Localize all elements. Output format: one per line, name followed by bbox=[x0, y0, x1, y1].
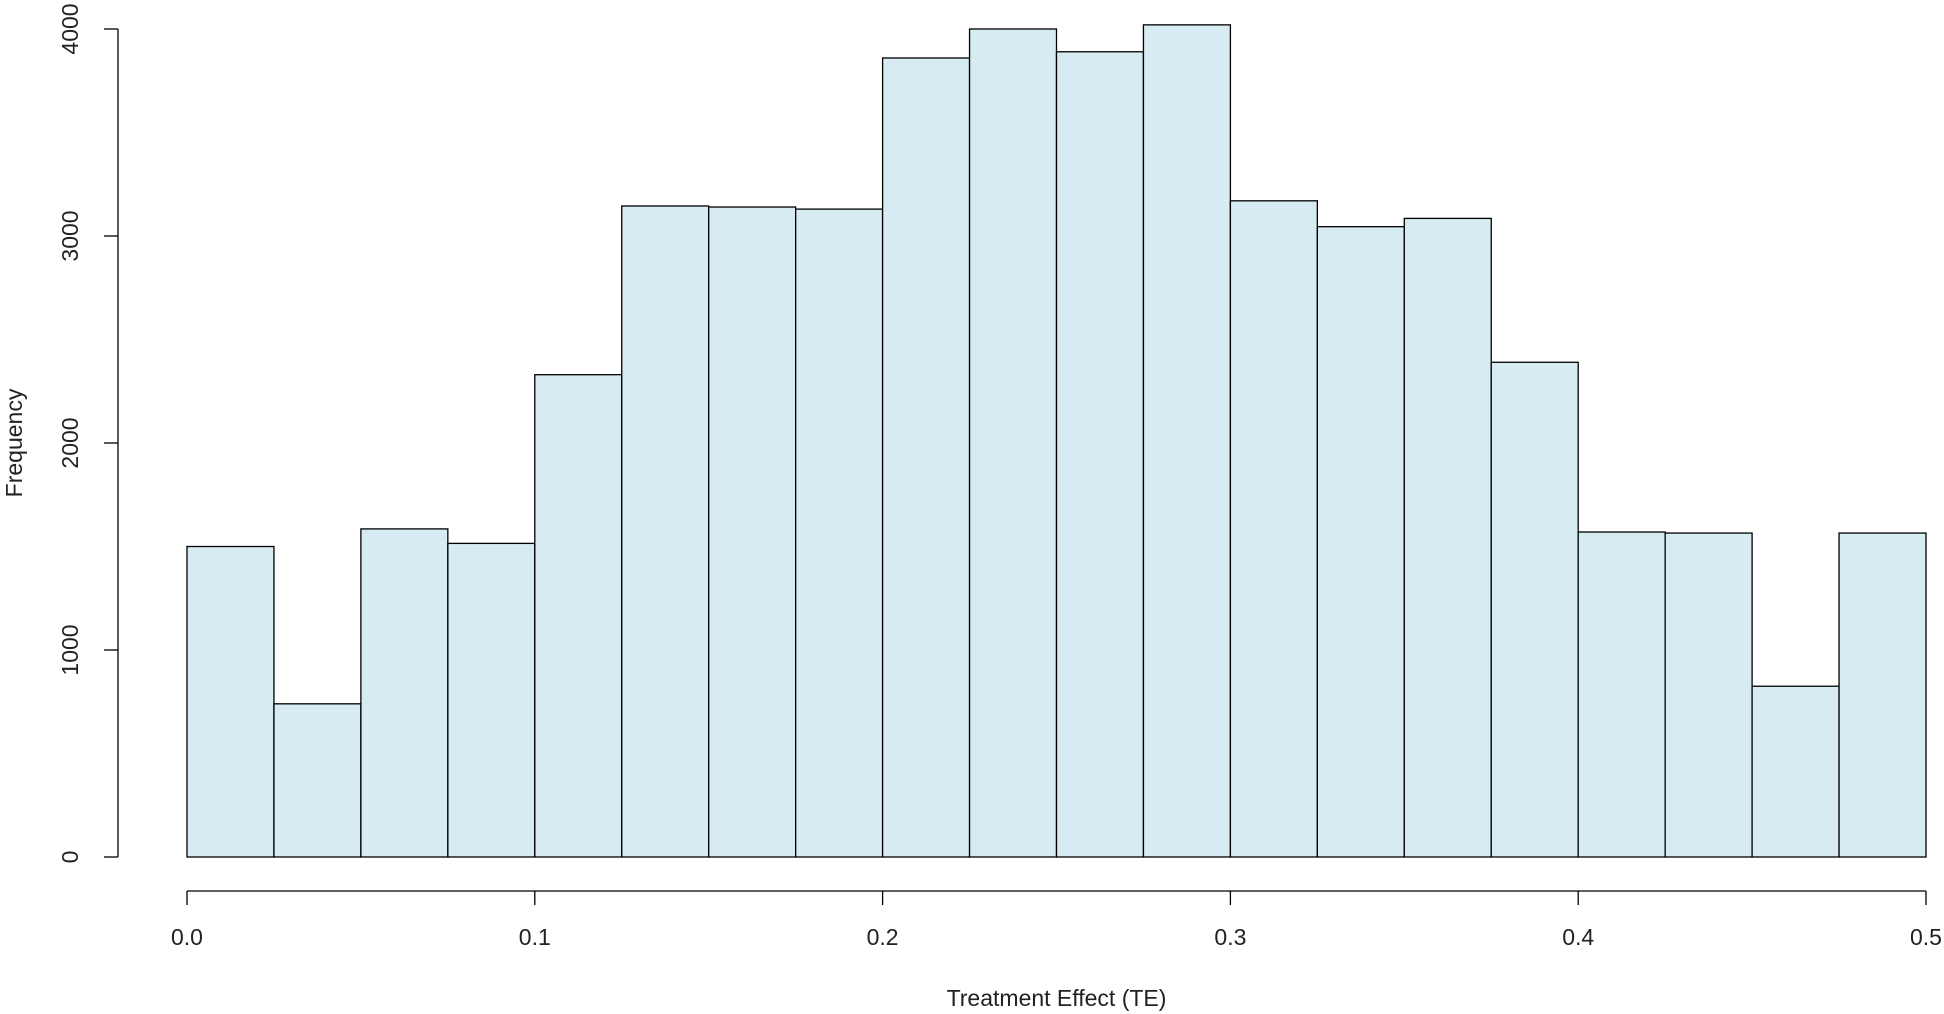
y-tick-label: 3000 bbox=[57, 210, 83, 261]
histogram-bar bbox=[1664, 532, 1753, 858]
histogram-bar bbox=[1838, 532, 1927, 858]
histogram-bar bbox=[1577, 531, 1666, 858]
x-tick-label: 0.2 bbox=[867, 924, 899, 950]
histogram-bar bbox=[186, 545, 275, 858]
histogram-bar bbox=[447, 542, 536, 858]
x-tick-label: 0.5 bbox=[1910, 924, 1942, 950]
y-tick-label: 2000 bbox=[57, 417, 83, 468]
histogram-bar bbox=[1316, 226, 1405, 858]
histogram-bar bbox=[1490, 361, 1579, 858]
y-tick-label: 1000 bbox=[57, 624, 83, 675]
histogram-bar bbox=[795, 208, 884, 858]
x-axis: 0.0 0.1 0.2 0.3 0.4 0.5 bbox=[171, 890, 1942, 950]
histogram-bar bbox=[1229, 200, 1319, 858]
histogram-bar bbox=[1751, 685, 1840, 858]
y-tick-label: 4000 bbox=[57, 3, 83, 54]
x-tick-label: 0.4 bbox=[1562, 924, 1594, 950]
histogram-bar bbox=[968, 28, 1058, 858]
y-axis-title: Frequency bbox=[1, 388, 27, 497]
bars-group bbox=[186, 24, 1927, 858]
histogram-bar bbox=[708, 206, 797, 858]
histogram-bar bbox=[621, 205, 710, 858]
x-tick-label: 0.0 bbox=[171, 924, 203, 950]
x-tick-label: 0.3 bbox=[1214, 924, 1246, 950]
histogram-bar bbox=[1403, 217, 1492, 858]
histogram-bar bbox=[1055, 51, 1145, 858]
y-axis: 0 1000 2000 3000 4000 bbox=[57, 3, 119, 864]
y-tick-label: 0 bbox=[57, 851, 83, 864]
histogram-bar bbox=[360, 528, 449, 858]
histogram-bar bbox=[881, 57, 971, 858]
x-axis-title: Treatment Effect (TE) bbox=[947, 985, 1167, 1011]
x-tick-label: 0.1 bbox=[519, 924, 551, 950]
histogram-bar bbox=[273, 703, 362, 858]
histogram-bar bbox=[1142, 24, 1232, 858]
histogram-bar bbox=[534, 374, 623, 858]
